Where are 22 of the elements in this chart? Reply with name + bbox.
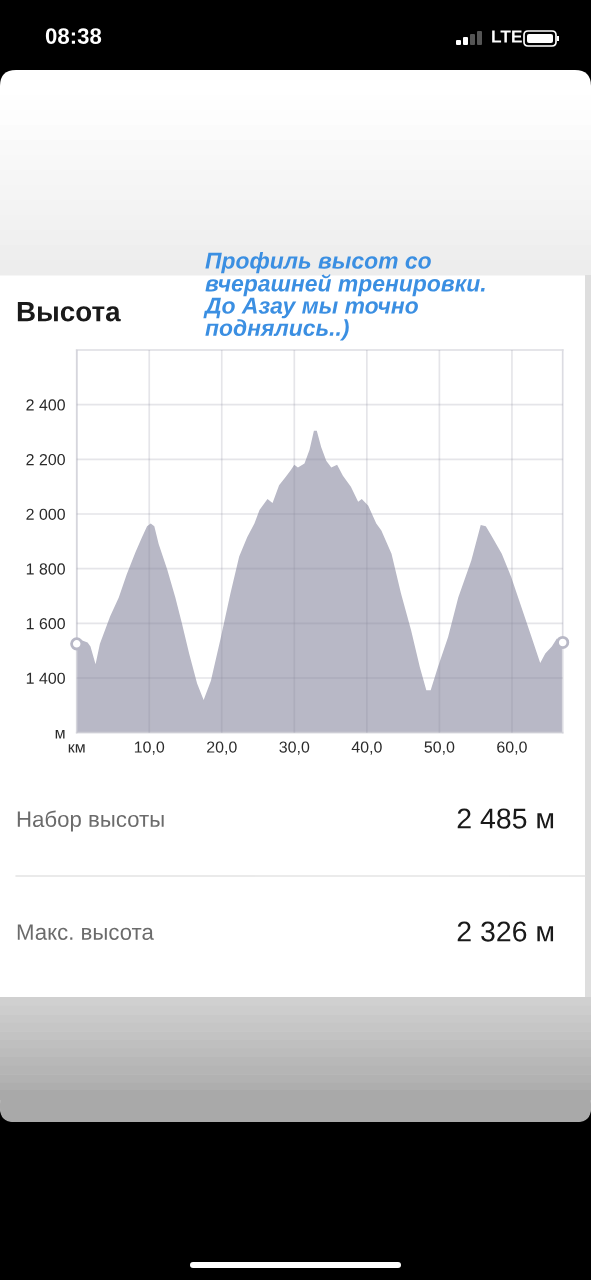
text: Профиль высот со вчерашней тренировки. До Азау мы точно поднялись..) [203,252,485,341]
y-tick-label: 1 800 [26,563,65,575]
x-tick-label: 60,0 [497,741,527,755]
y-tick-label: 2 000 [26,508,65,520]
text: LTE [492,30,522,43]
chart-title: Высота [17,302,121,322]
y-tick-label: 1 600 [26,617,65,630]
text: Макс. высота [17,924,154,940]
x-tick-label: км [68,744,85,753]
text: 2 485 м [457,808,554,829]
x-tick-label: 10,0 [134,741,165,755]
x-tick-label: 20,0 [207,741,237,755]
text: Набор высоты [17,810,164,832]
y-tick-label: 1 400 [26,672,65,684]
y-tick-label: 2 400 [26,399,65,411]
text: 2 326 м [457,921,554,942]
text: 08:38 [45,28,102,44]
y-tick-label: 2 200 [26,453,65,466]
x-tick-label: 50,0 [424,741,455,755]
y-tick-label: м [55,730,65,739]
x-tick-label: 40,0 [351,741,382,755]
x-tick-label: 30,0 [279,741,310,755]
